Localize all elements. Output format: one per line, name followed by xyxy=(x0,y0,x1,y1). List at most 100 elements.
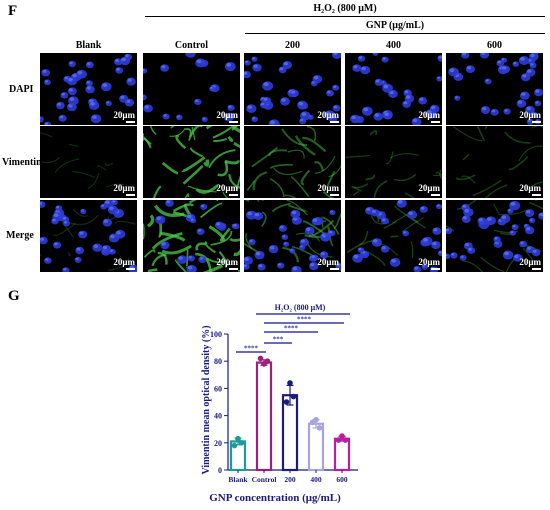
micrograph-vimentin-400: 20μm xyxy=(345,126,442,198)
y-tick-label: 80 xyxy=(214,357,222,366)
data-point xyxy=(235,435,241,442)
scale-bar-label: 20μm xyxy=(519,183,541,193)
gnp-header: GNP (μg/mL) xyxy=(365,20,425,31)
scale-bar-label: 20μm xyxy=(317,183,339,193)
scale-bar-line xyxy=(126,268,135,270)
data-point xyxy=(339,433,345,439)
scale-bar: 20μm xyxy=(113,258,135,270)
significance-label: *** xyxy=(273,336,284,344)
scale-bar: 20μm xyxy=(519,111,541,123)
gnp-header-line xyxy=(245,33,545,34)
micrograph-vimentin-600: 20μm xyxy=(446,126,543,198)
data-point xyxy=(342,437,349,443)
scale-bar: 20μm xyxy=(418,184,440,196)
row-label-dapi: DAPI xyxy=(9,84,34,95)
scale-bar-line xyxy=(330,194,339,196)
micrograph-merge-200: 20μm xyxy=(244,200,341,272)
row-label-merge: Merge xyxy=(6,230,34,241)
scale-bar: 20μm xyxy=(216,111,238,123)
significance-label: **** xyxy=(284,325,299,333)
scale-bar: 20μm xyxy=(519,258,541,270)
scale-bar-line xyxy=(532,121,541,123)
scale-bar-line xyxy=(229,194,238,196)
micrograph-dapi-control: 20μm xyxy=(143,53,240,125)
y-tick-label: 100 xyxy=(210,330,222,339)
data-point xyxy=(257,355,264,362)
scale-bar: 20μm xyxy=(317,184,339,196)
panel-f-letter: F xyxy=(8,3,18,19)
data-point xyxy=(309,419,316,426)
scale-bar: 20μm xyxy=(113,184,135,196)
x-axis-label: GNP concentration (μg/mL) xyxy=(209,492,341,504)
micrograph-dapi-600: 20μm xyxy=(446,53,543,125)
bar-200 xyxy=(281,394,299,472)
panel-g-letter: G xyxy=(8,288,20,304)
scale-bar-label: 20μm xyxy=(317,257,339,267)
data-point xyxy=(231,442,238,449)
row-label-vimentin: Vimentin xyxy=(2,157,42,168)
scale-bar-label: 20μm xyxy=(216,110,238,120)
micrograph-vimentin-blank: 20μm xyxy=(40,126,137,198)
y-axis-label: Vimentin mean optical density (%) xyxy=(201,325,212,474)
scale-bar: 20μm xyxy=(317,258,339,270)
scale-bar-label: 20μm xyxy=(216,257,238,267)
data-point xyxy=(316,425,323,431)
micrograph-dapi-blank: 20μm xyxy=(40,53,137,125)
data-point xyxy=(287,380,293,386)
micrograph-merge-control: 20μm xyxy=(143,200,240,272)
y-tick-label: 40 xyxy=(214,412,222,421)
scale-bar-label: 20μm xyxy=(418,110,440,120)
column-label-400: 400 xyxy=(386,40,401,51)
scale-bar-line xyxy=(431,121,440,123)
data-point xyxy=(264,358,271,365)
scale-bar-label: 20μm xyxy=(113,257,135,267)
y-tick-label: 20 xyxy=(214,439,222,448)
treatment-header-line xyxy=(145,16,545,17)
scale-bar-label: 20μm xyxy=(519,110,541,120)
bar-control xyxy=(255,361,273,472)
micrograph-vimentin-200: 20μm xyxy=(244,126,341,198)
micrograph-merge-600: 20μm xyxy=(446,200,543,272)
x-tick-label-400: 400 xyxy=(310,475,322,484)
data-point xyxy=(283,399,290,405)
x-tick-label-200: 200 xyxy=(284,475,296,484)
micrograph-vimentin-control: 20μm xyxy=(143,126,240,198)
scale-bar-line xyxy=(532,268,541,270)
micrograph-merge-blank: 20μm xyxy=(40,200,137,272)
column-label-200: 200 xyxy=(285,40,300,51)
scale-bar-label: 20μm xyxy=(113,183,135,193)
scale-bar: 20μm xyxy=(317,111,339,123)
scale-bar: 20μm xyxy=(418,258,440,270)
scale-bar-line xyxy=(330,268,339,270)
scale-bar: 20μm xyxy=(519,184,541,196)
scale-bar-line xyxy=(431,268,440,270)
micrograph-dapi-400: 20μm xyxy=(345,53,442,125)
x-tick-label-blank: Blank xyxy=(228,475,248,484)
scale-bar-line xyxy=(126,194,135,196)
scale-bar-label: 20μm xyxy=(216,183,238,193)
scale-bar-line xyxy=(229,268,238,270)
scale-bar-line xyxy=(330,121,339,123)
h2o2-annotation-label: H₂O₂ (800 μM) xyxy=(275,303,326,312)
y-tick-label: 0 xyxy=(218,466,222,475)
scale-bar-label: 20μm xyxy=(418,183,440,193)
micrograph-merge-400: 20μm xyxy=(345,200,442,272)
scale-bar-line xyxy=(532,194,541,196)
column-label-control: Control xyxy=(174,40,209,51)
scale-bar-label: 20μm xyxy=(113,110,135,120)
scale-bar: 20μm xyxy=(418,111,440,123)
scale-bar-label: 20μm xyxy=(418,257,440,267)
treatment-header: H₂O₂ (800 μM) xyxy=(313,3,377,14)
x-tick-label-control: Control xyxy=(252,475,277,484)
data-point xyxy=(335,437,342,443)
column-label-600: 600 xyxy=(487,40,502,51)
scale-bar: 20μm xyxy=(113,111,135,123)
scale-bar-line xyxy=(126,121,135,123)
scale-bar-label: 20μm xyxy=(519,257,541,267)
y-tick-label: 60 xyxy=(214,384,222,393)
significance-label: **** xyxy=(244,345,259,353)
column-label-blank: Blank xyxy=(75,40,102,51)
scale-bar: 20μm xyxy=(216,184,238,196)
scale-bar-line xyxy=(431,194,440,196)
